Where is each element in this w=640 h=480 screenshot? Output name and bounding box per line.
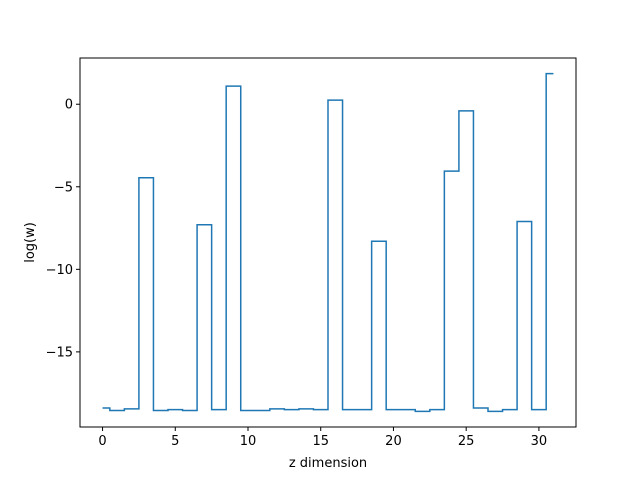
y-tick-label: −10 bbox=[46, 263, 73, 278]
x-tick-label: 25 bbox=[458, 434, 475, 449]
x-tick-label: 15 bbox=[312, 434, 329, 449]
y-tick-label: −15 bbox=[46, 345, 73, 360]
y-axis-label: log(w) bbox=[23, 222, 38, 263]
axes-frame bbox=[79, 57, 577, 428]
x-tick-label: 30 bbox=[531, 434, 548, 449]
x-ticks: 0 5 10 15 20 25 30 bbox=[98, 427, 547, 449]
y-tick-label: 0 bbox=[65, 98, 73, 113]
x-tick-label: 10 bbox=[240, 434, 257, 449]
x-tick-label: 0 bbox=[98, 434, 106, 449]
x-tick-label: 20 bbox=[385, 434, 402, 449]
x-tick-label: 5 bbox=[171, 434, 179, 449]
y-tick-label: −5 bbox=[54, 180, 73, 195]
x-axis-label: z dimension bbox=[289, 456, 367, 471]
series-layer bbox=[102, 72, 554, 413]
y-ticks: 0 −5 −10 −15 bbox=[46, 98, 80, 360]
series-line-0 bbox=[102, 72, 554, 413]
